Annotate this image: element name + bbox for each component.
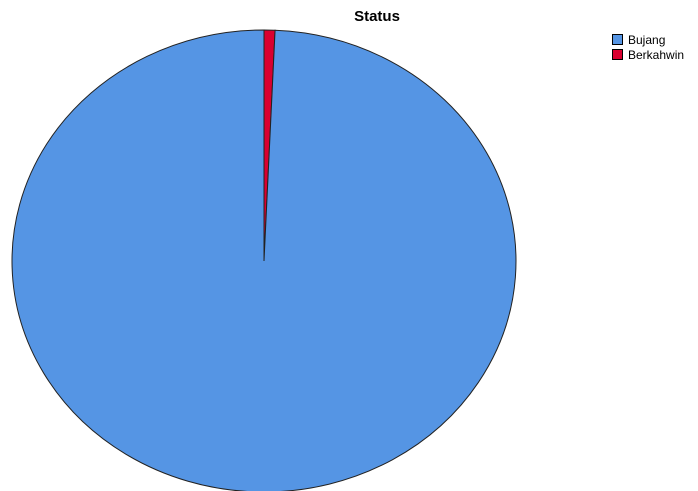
legend-item-bujang: Bujang (612, 32, 684, 47)
legend-swatch (612, 34, 623, 45)
pie-slice-bujang (11, 29, 517, 491)
legend-swatch (612, 49, 623, 60)
legend-item-berkahwin: Berkahwin (612, 47, 684, 62)
chart-title: Status (354, 8, 400, 25)
legend: Bujang Berkahwin (612, 32, 684, 62)
legend-label: Bujang (628, 32, 666, 47)
legend-label: Berkahwin (628, 47, 685, 62)
